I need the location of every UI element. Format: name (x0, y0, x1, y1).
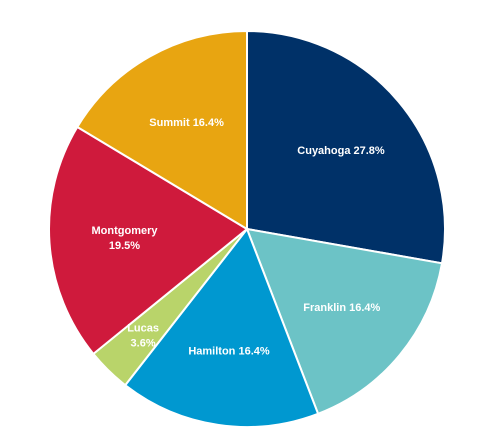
pie-label-hamilton: Hamilton 16.4% (188, 345, 270, 357)
pie-slice-summit (75, 29, 248, 231)
pie-label-summit: Summit 16.4% (149, 117, 224, 129)
pie-slice-hamilton (123, 226, 320, 428)
pie-label-lucas: Lucas 3.6% (127, 323, 159, 350)
pie-slice-cuyahoga (246, 29, 446, 265)
pie-label-cuyahoga: Cuyahoga 27.8% (297, 145, 385, 157)
pie-label-montgomery: Montgomery 19.5% (92, 225, 159, 252)
pie-slice-franklin (245, 227, 444, 416)
pie-label-franklin: Franklin 16.4% (303, 302, 380, 314)
pie-labels: Cuyahoga 27.8% Franklin 16.4% Hamilton 16.… (92, 117, 385, 357)
pie-slice-montgomery (48, 125, 249, 356)
pie-slices (48, 29, 446, 428)
